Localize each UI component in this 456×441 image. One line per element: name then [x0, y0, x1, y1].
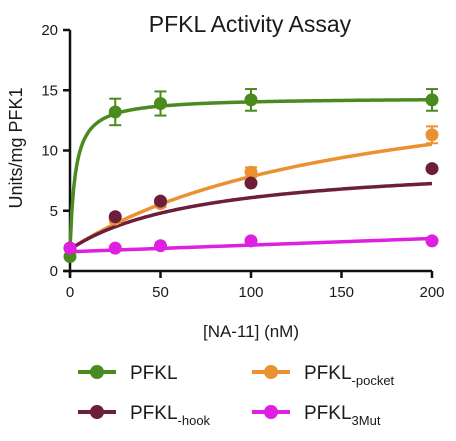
y-axis-label: Units/mg PFK1: [6, 87, 26, 208]
data-point-3: [108, 241, 122, 255]
legend-name: PFKL: [304, 403, 352, 424]
legend-subscript: 3Mut: [352, 413, 381, 428]
x-tick-label: 0: [66, 284, 74, 301]
data-point-0: [244, 93, 258, 107]
data-point-3: [244, 234, 258, 248]
data-point-1: [244, 165, 258, 179]
data-point-2: [108, 210, 122, 224]
data-point-2: [154, 194, 167, 208]
data-point-2: [244, 176, 258, 190]
data-point-3: [154, 239, 167, 253]
y-tick-label: 10: [41, 143, 58, 160]
data-point-3: [425, 234, 439, 248]
legend-marker-3: [264, 405, 278, 419]
legend-marker-2: [90, 405, 104, 419]
x-tick-label: 200: [419, 284, 444, 301]
legend-label-0: PFKL: [130, 363, 178, 384]
legend-label-3: PFKL3Mut: [304, 403, 381, 428]
y-tick-label: 15: [41, 82, 58, 99]
legend-name: PFKL: [130, 363, 178, 384]
data-point-0: [108, 105, 122, 119]
y-tick-label: 20: [41, 22, 58, 39]
data-point-0: [154, 97, 167, 111]
data-point-3: [63, 241, 77, 255]
legend-marker-0: [90, 365, 104, 379]
data-point-1: [425, 128, 439, 142]
legend-label-2: PFKL-hook: [130, 403, 211, 428]
legend-name: PFKL: [304, 363, 352, 384]
legend-subscript: -hook: [178, 413, 211, 428]
x-tick-label: 150: [329, 284, 354, 301]
data-points: [63, 88, 439, 264]
fit-curve-2: [69, 181, 433, 251]
y-tick-label: 5: [50, 203, 58, 220]
x-axis-label: [NA-11] (nM): [203, 322, 299, 341]
data-point-0: [425, 93, 439, 107]
legend-label-1: PFKL-pocket: [304, 363, 395, 388]
legend-subscript: -pocket: [352, 373, 395, 388]
legend-marker-1: [264, 365, 278, 379]
x-tick-label: 50: [152, 284, 169, 301]
data-point-2: [425, 162, 439, 176]
x-tick-label: 100: [238, 284, 263, 301]
legend-name: PFKL: [130, 403, 178, 424]
chart-title: PFKL Activity Assay: [149, 11, 352, 37]
y-tick-label: 0: [50, 263, 58, 280]
